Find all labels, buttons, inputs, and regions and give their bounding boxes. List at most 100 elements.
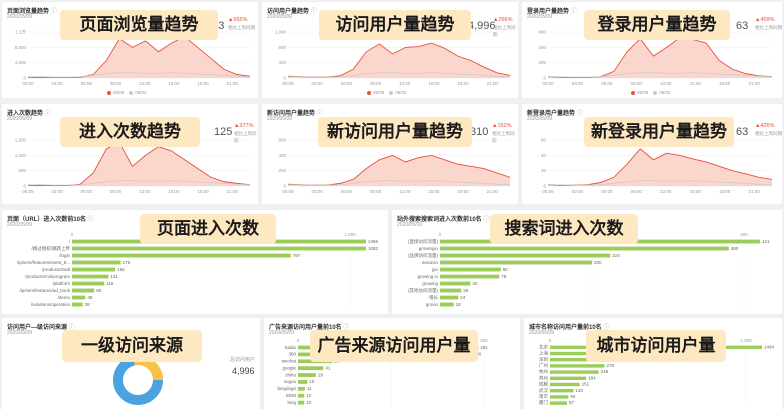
trend-card-logins: 登录用户量趋势 ⓘ 2020/05/09 63 ▲459% 相比上周同期 600 4…	[522, 2, 782, 98]
help-icon[interactable]: ⓘ	[68, 325, 75, 331]
bar-label: sogou	[284, 379, 297, 384]
card-title: 访问用户量趋势	[267, 9, 310, 15]
bar	[550, 401, 568, 405]
x-tick-label: 18:00	[719, 189, 731, 194]
bar-label: /products/sadi	[42, 267, 70, 272]
bar	[72, 274, 109, 279]
trend-chart-pageviews: 1.2万 8,000 4,000 000:00 03:00 06:00 09:00 12:00…	[15, 30, 251, 86]
help-icon[interactable]: ⓘ	[87, 217, 94, 223]
card-title: 广告来源访问用户量前10名	[269, 325, 342, 331]
help-icon[interactable]: ⓘ	[570, 9, 577, 15]
help-icon[interactable]: ⓘ	[44, 111, 51, 117]
bar-value-label: 291	[480, 345, 488, 350]
x-tick-label: 21:00	[487, 81, 499, 86]
bar	[298, 393, 305, 398]
bar-value-label: 421	[762, 239, 770, 244]
y-tick-label: 0	[283, 184, 286, 189]
card-date: 2020/05/09	[527, 14, 553, 20]
bar-value-label: 10	[306, 400, 312, 405]
card-date: 2020/05/09	[527, 116, 553, 122]
y-tick-label: 400	[278, 153, 286, 158]
x-tick-label: 03:00	[52, 81, 64, 86]
y-tick-label: 200	[278, 168, 286, 173]
chart-legend: 05/09 05/02	[626, 90, 671, 95]
bar	[440, 246, 729, 251]
help-icon[interactable]: ⓘ	[343, 325, 350, 331]
current-line	[27, 35, 251, 79]
bar	[440, 281, 471, 286]
x-tick-label: 21:00	[748, 81, 760, 86]
card-title: 页面浏览量趋势	[7, 9, 50, 15]
metric-change: ▲426% 相比上周同期	[755, 123, 782, 136]
metric-value: 4,996	[468, 20, 496, 32]
bar-value-label: 29	[318, 372, 324, 377]
bar-value-label: 155	[117, 267, 125, 272]
bar-value-label: 94	[570, 394, 576, 399]
overlay-label: 新访问用户量趋势	[318, 117, 472, 147]
y-tick-label: 0	[543, 184, 546, 189]
bar	[298, 386, 305, 391]
bar-value-label: 40	[472, 281, 478, 286]
metric-change: ▲152% 相比上周同期	[492, 123, 515, 143]
help-icon[interactable]: ⓘ	[316, 111, 323, 117]
x-tick-label: 05:09	[282, 189, 294, 194]
x-tick-label: 12:00	[399, 189, 411, 194]
metric-change: ▲377% 相比上周同期	[234, 123, 257, 143]
card-title: 进入次数趋势	[7, 111, 44, 117]
bar	[72, 295, 86, 300]
axis-tick-label: 0	[439, 232, 442, 237]
bar-label: /ip/sem/features/event_tr...	[17, 260, 70, 265]
y-tick-label: 600	[278, 45, 286, 50]
bar	[440, 302, 454, 307]
bar	[298, 380, 308, 384]
bar-value-label: 224	[612, 253, 620, 258]
y-tick-label: 0	[23, 76, 26, 81]
x-tick-label: 12:00	[660, 189, 672, 194]
card-title: 访问用户—级访问来源	[7, 325, 68, 331]
bar	[440, 260, 592, 265]
bar-value-label: 380	[731, 246, 739, 251]
bar-label: /login	[59, 253, 70, 258]
x-tick-label: 12:00	[139, 81, 151, 86]
card-date: 2020/05/09	[7, 222, 33, 228]
overlay-label: 一级访问来源	[62, 330, 202, 362]
help-icon[interactable]: ⓘ	[483, 217, 490, 223]
bar-value-label: 184	[588, 375, 596, 380]
card-date: 2020/05/09	[397, 222, 423, 228]
x-tick-label: 18:00	[457, 189, 469, 194]
axis-tick-label: 0	[297, 338, 300, 343]
help-icon[interactable]: ⓘ	[50, 9, 57, 15]
y-tick-label: 60	[541, 138, 547, 143]
bar-value-label: 78	[501, 274, 507, 279]
metric-value: 310	[470, 126, 489, 138]
bar-value-label: 48	[87, 295, 93, 300]
current-line	[27, 141, 251, 187]
overlay-label: 进入次数趋势	[60, 117, 200, 147]
y-tick-label: 500	[18, 168, 26, 173]
card-date: 2020/05/09	[7, 116, 33, 122]
card-date: 2020/05/09	[267, 116, 293, 122]
bar-label: (直接访问流量)	[408, 238, 438, 245]
card-title: 登录用户量趋势	[527, 9, 570, 15]
help-icon[interactable]: ⓘ	[310, 9, 317, 15]
bar-label: (其他访问流量)	[408, 287, 438, 294]
x-tick-label: 06:00	[341, 189, 353, 194]
help-icon[interactable]: ⓘ	[603, 325, 610, 331]
x-tick-label: 15:00	[690, 81, 702, 86]
bar	[440, 274, 500, 279]
x-tick-label: 09:00	[370, 81, 382, 86]
x-tick-label: 15:00	[168, 81, 180, 86]
x-tick-label: 00:00	[542, 81, 554, 86]
metric-change: ▲459% 相比上周同期	[755, 17, 782, 30]
x-tick-label: 06:00	[601, 81, 613, 86]
bar	[440, 267, 501, 272]
help-icon[interactable]: ⓘ	[576, 111, 583, 117]
trend-chart-visitors: 1,000 600 400 000:00 03:00 06:00 09:00 12:00 15:…	[275, 30, 511, 86]
x-tick-label: 18:00	[197, 189, 209, 194]
bar-label: 广州	[539, 362, 548, 369]
overlay-label: 访问用户量趋势	[319, 10, 471, 40]
bar	[298, 366, 324, 371]
bar-label: bingdogo	[277, 386, 296, 391]
y-tick-label: 600	[538, 30, 546, 35]
bar-value-label: 1484	[764, 344, 775, 349]
